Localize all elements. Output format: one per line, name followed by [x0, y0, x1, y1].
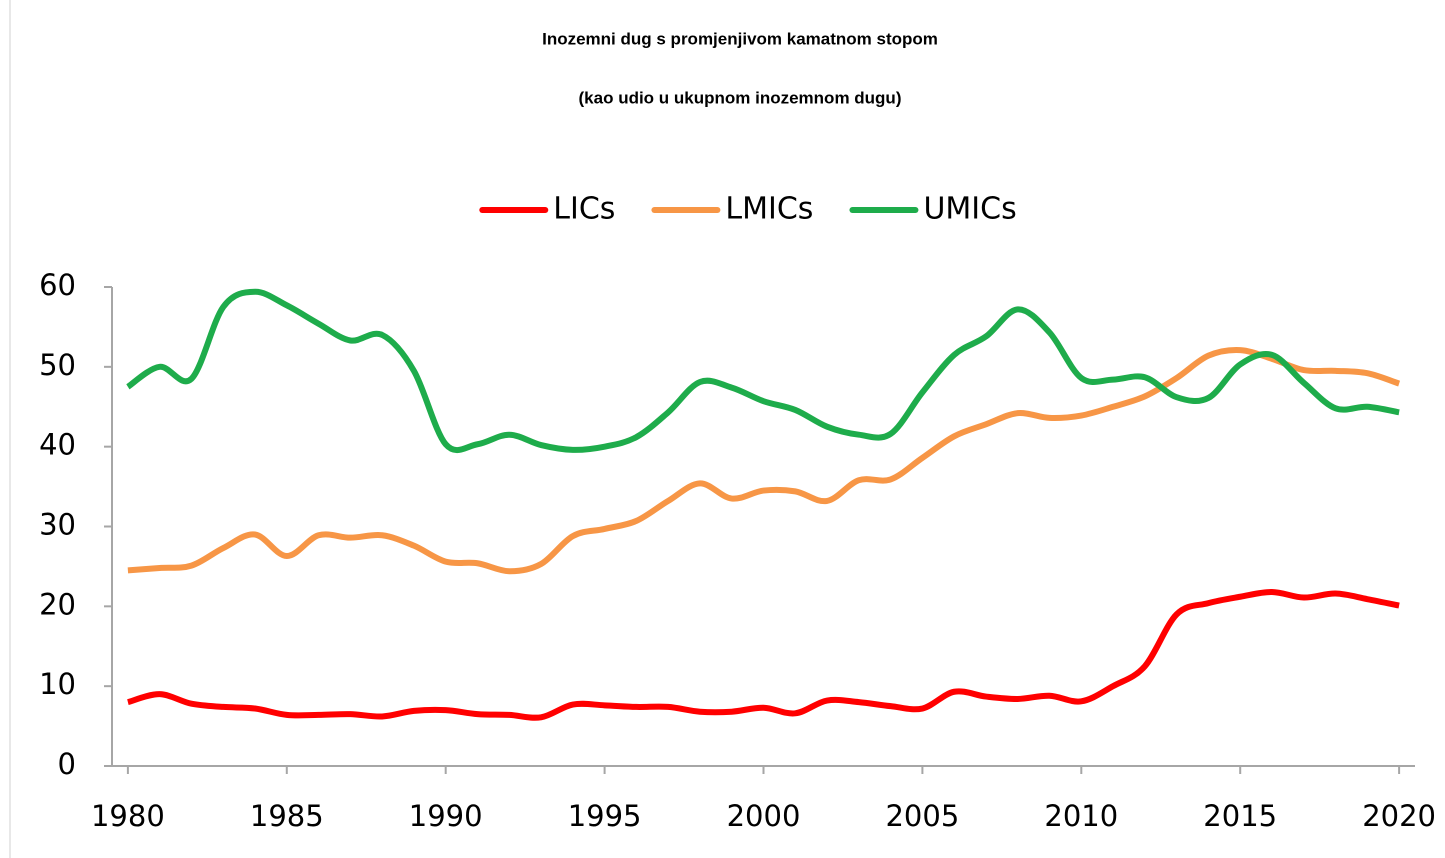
x-tick-label: 1990: [409, 799, 483, 833]
y-tick-label: 40: [39, 428, 76, 462]
y-tick-label: 20: [39, 587, 76, 621]
x-tick-label: 2005: [885, 799, 959, 833]
x-tick-label: 2020: [1362, 799, 1436, 833]
legend-label: LICs: [553, 192, 615, 227]
x-tick-label: 1995: [568, 799, 642, 833]
y-tick-label: 50: [39, 348, 76, 382]
x-tick-label: 2010: [1044, 799, 1118, 833]
line-series: [126, 288, 1400, 454]
y-tick-label: 30: [39, 508, 76, 542]
x-tick-label: 2000: [727, 799, 801, 833]
x-tick-label: 2015: [1203, 799, 1277, 833]
legend-label: UMICs: [923, 192, 1016, 227]
y-tick-label: 0: [58, 747, 76, 781]
y-tick-label: 10: [39, 667, 76, 701]
x-tick-label: 1980: [91, 799, 165, 833]
legend-label: LMICs: [725, 192, 813, 227]
line-series: [127, 588, 1400, 721]
chart-subtitle: (kao udio u ukupnom inozemnom dugu): [579, 88, 902, 107]
line-series: [127, 346, 1401, 575]
y-tick-label: 60: [39, 268, 76, 302]
chart-title: Inozemni dug s promjenjivom kamatnom sto…: [542, 29, 938, 48]
x-tick-label: 1985: [250, 799, 324, 833]
